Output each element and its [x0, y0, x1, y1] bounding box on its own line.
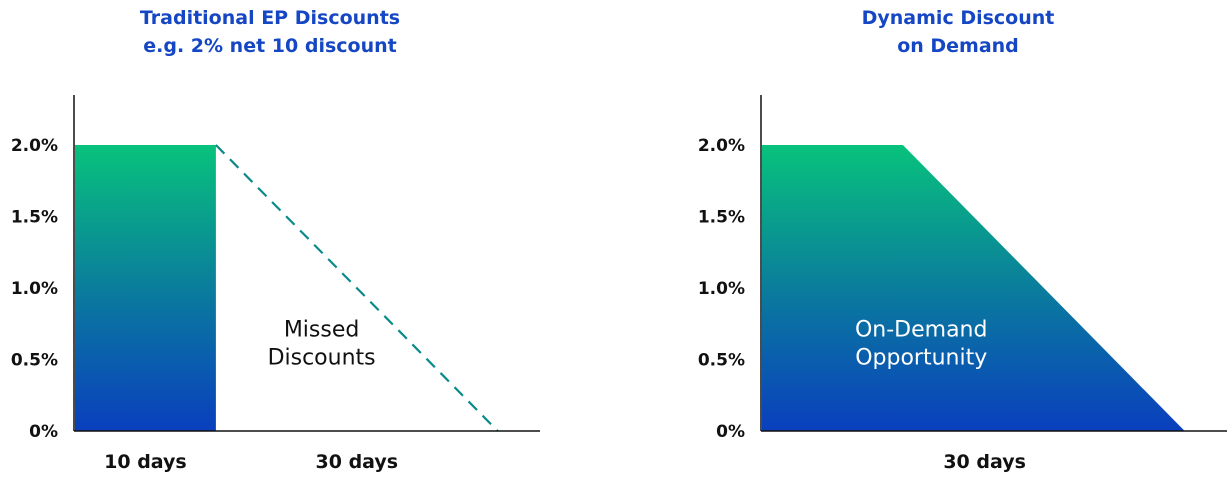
- chart-title-line-2: on Demand: [897, 35, 1019, 57]
- annotation-text: Opportunity: [855, 345, 987, 370]
- plot-area: 0% 0.5% 1.0% 1.5% 2.0% 30 days On-Demand Opport…: [698, 95, 1227, 473]
- y-tick-label: 0.5%: [11, 351, 58, 371]
- x-tick-label: 30 days: [943, 451, 1026, 473]
- discount-area: [762, 145, 1185, 431]
- chart-dynamic-discount: Dynamic Discount on Demand 0% 0.5% 1.0% 1.5…: [698, 7, 1227, 473]
- y-tick-label: 1.5%: [698, 208, 745, 228]
- chart-title-line-2: e.g. 2% net 10 discount: [143, 35, 396, 57]
- chart-title-line-1: Traditional EP Discounts: [140, 7, 400, 29]
- y-tick-label: 0%: [29, 422, 58, 442]
- y-tick-label: 1.0%: [698, 279, 745, 299]
- y-tick-label: 1.5%: [11, 208, 58, 228]
- x-tick-label: 30 days: [316, 451, 399, 473]
- x-tick-label: 10 days: [104, 451, 187, 473]
- y-tick-label: 2.0%: [11, 136, 58, 156]
- annotation-text: On-Demand: [855, 317, 988, 342]
- missed-discount-dashed-line: [215, 144, 499, 432]
- y-tick-label: 0%: [716, 422, 745, 442]
- annotation-text: Missed: [284, 317, 360, 342]
- chart-traditional-ep: Traditional EP Discounts e.g. 2% net 10 …: [11, 7, 540, 473]
- discount-area: [75, 145, 216, 431]
- y-tick-label: 1.0%: [11, 279, 58, 299]
- annotation-text: Discounts: [268, 345, 376, 370]
- chart-title-line-1: Dynamic Discount: [862, 7, 1055, 29]
- plot-area: 0% 0.5% 1.0% 1.5% 2.0% 10 days 30 days Missed Di…: [11, 95, 540, 473]
- y-tick-label: 2.0%: [698, 136, 745, 156]
- y-tick-label: 0.5%: [698, 351, 745, 371]
